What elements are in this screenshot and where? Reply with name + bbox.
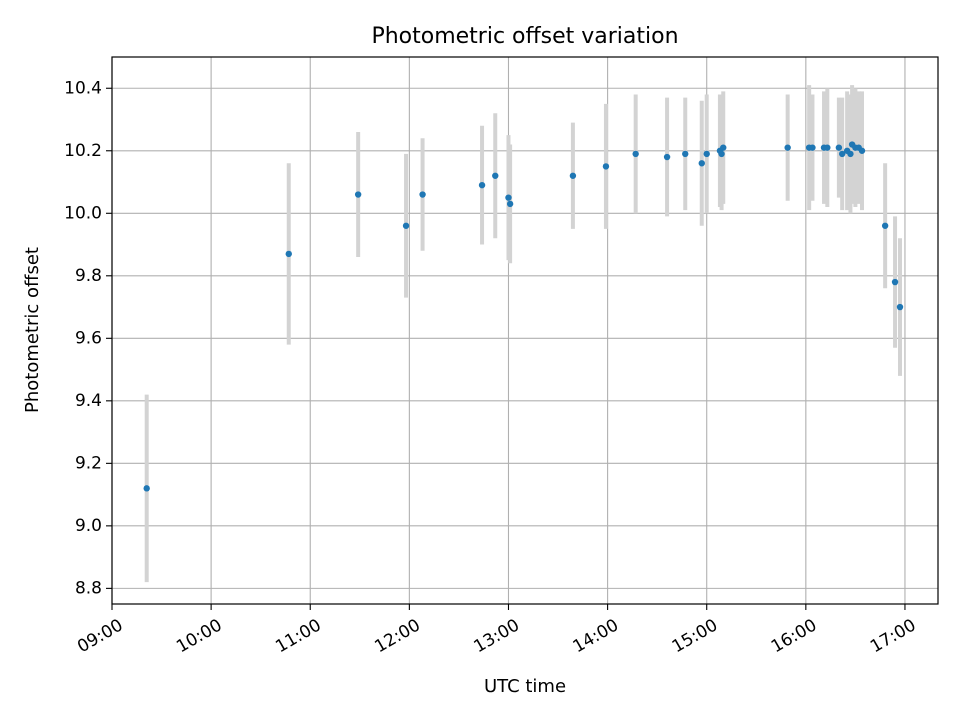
- data-point: [506, 200, 514, 208]
- data-point: [703, 150, 710, 158]
- data-point: [698, 160, 705, 167]
- data-point: [602, 163, 610, 170]
- y-tick-label: 9.0: [75, 516, 102, 536]
- data-point: [419, 191, 426, 198]
- data-point: [663, 153, 671, 161]
- data-point: [632, 150, 639, 158]
- data-point: [143, 485, 150, 492]
- data-point: [847, 150, 854, 158]
- x-axis-label: UTC time: [484, 676, 566, 697]
- y-tick-label: 10.2: [64, 141, 102, 161]
- data-point: [858, 147, 866, 154]
- data-point: [718, 150, 725, 158]
- data-point: [402, 222, 410, 229]
- data-points: [143, 141, 904, 492]
- data-point: [824, 144, 831, 151]
- y-tick-label: 9.6: [75, 328, 102, 348]
- data-point: [881, 222, 889, 229]
- data-point: [891, 278, 899, 286]
- data-point: [505, 194, 512, 201]
- data-point: [720, 144, 727, 151]
- y-axis-ticks: 8.8 9.0 9.2 9.4 9.6 9.8 10.0 10.2 10.4: [64, 78, 112, 598]
- y-tick-label: 10.4: [64, 78, 102, 98]
- data-point: [478, 181, 486, 189]
- chart-title: Photometric offset variation: [371, 24, 678, 49]
- y-tick-label: 8.8: [75, 578, 102, 598]
- y-tick-label: 9.4: [75, 391, 102, 411]
- data-point: [285, 250, 292, 258]
- y-tick-label: 10.0: [64, 203, 102, 223]
- data-point: [682, 150, 689, 158]
- data-point: [784, 144, 791, 151]
- data-point: [835, 144, 843, 151]
- data-point: [569, 172, 577, 179]
- data-point: [838, 150, 846, 158]
- y-tick-label: 9.8: [75, 266, 102, 286]
- y-axis-label: Photometric offset: [22, 247, 43, 413]
- plot-frame: [111, 56, 939, 605]
- data-point: [809, 144, 816, 151]
- data-point: [492, 172, 499, 179]
- data-point: [354, 191, 362, 198]
- data-point: [896, 303, 904, 311]
- y-tick-label: 9.2: [75, 453, 102, 473]
